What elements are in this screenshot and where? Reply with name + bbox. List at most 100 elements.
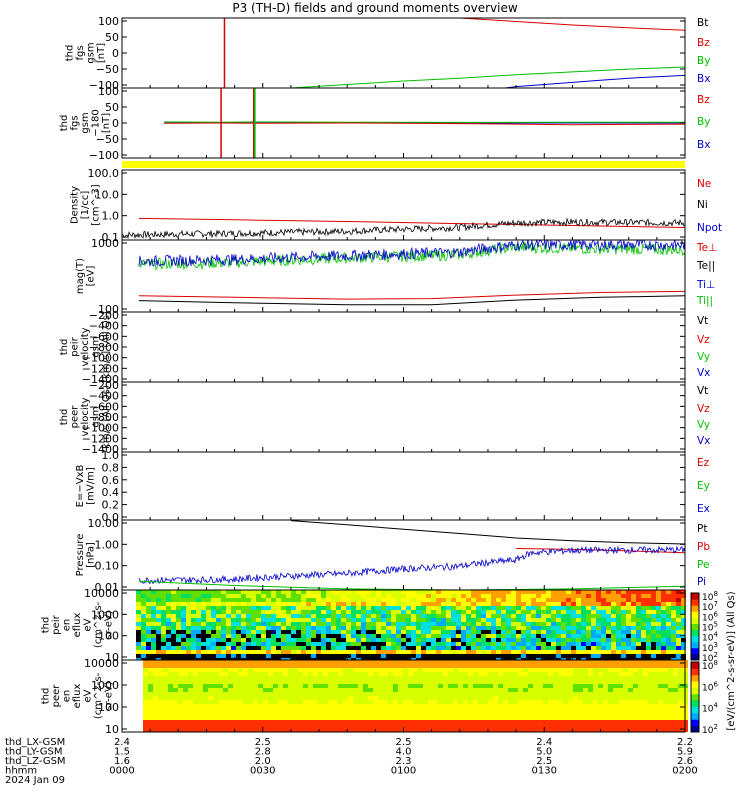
ephemeris-value: 2.2 <box>677 737 693 748</box>
series-fgs-0 <box>664 18 685 19</box>
y-tick-label: −1200 <box>82 432 119 445</box>
panel-frame <box>121 311 686 383</box>
y-tick-label: −600 <box>89 330 119 343</box>
colorbar-tick-label: 104 <box>702 702 718 715</box>
series-pressure-2 <box>138 545 685 585</box>
ephemeris-value: 4.0 <box>396 747 412 758</box>
panel-peer-spec: 10000 1000 100 10 thdpeerenefluxeV(cm^2-s-sr… <box>41 657 688 736</box>
y-tick-label: 0.0 <box>102 511 120 524</box>
ephemeris-value: 2.5 <box>255 737 271 748</box>
y-tick-label: 10.00 <box>88 517 120 530</box>
y-tick-label: 1000 <box>91 608 119 621</box>
legend-temperature-0: Te⊥ <box>696 242 717 254</box>
y-tick-label: −200 <box>89 379 119 392</box>
legend-efield-2: Ex <box>697 503 710 515</box>
y-tick-label: 10000 <box>84 587 119 600</box>
panel-peer-velocity: −200−400−600−800−1000−1200−1400thdpeerve… <box>59 379 710 456</box>
legend-fgs-2: By <box>697 55 710 67</box>
ephemeris-value: 5.0 <box>536 747 552 758</box>
ephemeris-value: 2.4 <box>114 737 130 748</box>
ephemeris-value: 2.4 <box>536 737 552 748</box>
y-tick-label: −50 <box>96 133 119 146</box>
series-fgs-dsl-1 <box>164 121 685 123</box>
y-tick-label: 1000 <box>91 237 119 250</box>
colorbar-tick-label: 107 <box>702 600 718 613</box>
legend-peir-velocity-2: Vy <box>697 351 710 363</box>
y-tick-label: −100 <box>89 79 119 92</box>
y-tick-label: −400 <box>89 390 119 403</box>
series-fgs-3 <box>504 74 685 88</box>
legend-peer-velocity-1: Vz <box>697 403 710 415</box>
legend-fgs-dsl-0: Bz <box>697 94 710 106</box>
y-tick-label: 0.4 <box>102 486 120 499</box>
colorbar-tick-label: 106 <box>702 680 718 693</box>
legend-fgs-1: Bz <box>697 37 710 49</box>
y-tick-label: −100 <box>89 149 119 162</box>
chart-title: P3 (TH-D) fields and ground moments over… <box>232 1 518 15</box>
legend-fgs-dsl-1: By <box>697 116 710 128</box>
y-tick-label: −1400 <box>82 443 119 456</box>
x-row-label: thd_LZ-GSM <box>5 756 66 767</box>
legend-peir-velocity-0: Vt <box>697 315 708 327</box>
colorbar-tick-label: 103 <box>702 641 718 654</box>
legend-pressure-3: Pi <box>697 576 706 588</box>
ephemeris-value: 2.3 <box>396 756 412 767</box>
y-tick-label: 100.0 <box>88 167 120 180</box>
y-axis-label: E=−VxB[mV/m] <box>75 465 97 508</box>
panel-peir-spec: 10000 1000 100 10 thdpeirenefluxeV(cm^2-s-sr… <box>41 587 686 664</box>
y-tick-label: 0 <box>112 117 119 130</box>
colorbar-tick-label: 106 <box>702 610 718 623</box>
ephemeris-value: 1.5 <box>114 747 130 758</box>
legend-peer-velocity-3: Vx <box>697 435 710 447</box>
series-fgs-2 <box>290 66 685 88</box>
y-axis-label: thdpeervelocitygsmkm/s (All Qs) <box>59 385 112 449</box>
peer-colorbar: 108 106 104 102 <box>690 659 718 736</box>
y-tick-label: −1000 <box>82 422 119 435</box>
colorbar-tick-label: 102 <box>702 723 718 736</box>
legend-temperature-2: Ti⊥ <box>696 279 715 291</box>
panel-pressure: 10.00 1.00 0.10 0.01 Pressure[nPa] Pt Pb Pe Pi <box>75 517 711 594</box>
legend-pressure-2: Pe <box>697 559 709 571</box>
x-row-label: thd_LX-GSM <box>5 737 65 748</box>
series-fgs-dsl-2 <box>164 122 685 126</box>
y-tick-label: 10 <box>105 723 119 736</box>
y-tick-label: 0.10 <box>95 560 120 573</box>
y-tick-label: 0.2 <box>102 499 120 512</box>
y-axis-label: mag(T)[eV] <box>75 258 97 294</box>
legend-pressure-0: Pt <box>697 523 707 535</box>
legend-pressure-1: Pb <box>697 541 710 553</box>
y-axis-label: thdpeerenefluxeV(cm^2-s-sr-eV) <box>41 672 115 719</box>
y-tick-label: 1.00 <box>95 538 120 551</box>
ephemeris-value: 1.6 <box>114 756 130 767</box>
legend-fgs-0: Bt <box>697 17 708 29</box>
y-axis-label: Pressure[nPa] <box>75 534 97 577</box>
panel-frame <box>121 381 686 453</box>
x-tick-label: 0200 <box>672 766 697 777</box>
series-temperature-3 <box>138 295 685 306</box>
ephemeris-value: 2.5 <box>396 737 412 748</box>
legend-fgs-dsl-2: Bx <box>697 139 710 151</box>
y-tick-label: 10000 <box>84 657 119 670</box>
y-axis-label: Density[1/cc][cm^-3] <box>70 184 102 225</box>
legend-efield-1: Ey <box>697 480 710 492</box>
panel-peir-velocity: −200−400−600−800−1000−1200−1400thdpeirve… <box>59 309 710 386</box>
legend-peer-velocity-0: Vt <box>697 385 708 397</box>
x-tick-label: 0100 <box>391 766 416 777</box>
y-tick-label: 10.0 <box>95 188 120 201</box>
y-tick-label: 1000 <box>91 679 119 692</box>
y-tick-label: −1200 <box>82 362 119 375</box>
ephemeris-value: 2.6 <box>677 756 693 767</box>
y-tick-label: 0.6 <box>102 474 120 487</box>
x-tick-label: 0130 <box>532 766 557 777</box>
series-density-1 <box>122 217 685 240</box>
colorbar-tick-label: 102 <box>702 651 718 664</box>
series-fgs-1 <box>455 18 685 31</box>
legend-density-0: Ne <box>697 178 711 190</box>
x-tick-label: 0000 <box>109 766 134 777</box>
y-tick-label: 100 <box>98 85 119 98</box>
panel-fgs-dsl: 100 50 0 −50 −100 thdfgsgsm−180[nT] Bz By Bx <box>59 85 710 162</box>
panel-fgs: 100 50 0 −50 −100 thdfgsgsm[nT] Bt Bz By Bx <box>64 15 710 92</box>
y-tick-label: 50 <box>105 101 119 114</box>
x-row-label: hhmm <box>5 766 37 777</box>
